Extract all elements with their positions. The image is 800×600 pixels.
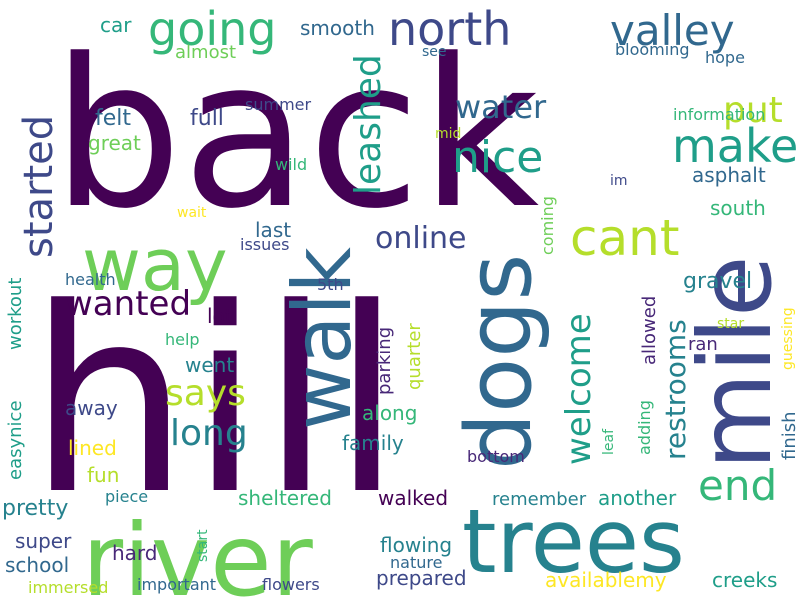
cloud-word-south: south bbox=[710, 196, 766, 220]
cloud-word-important: important bbox=[137, 575, 216, 594]
cloud-word-gravel: gravel bbox=[683, 269, 752, 294]
cloud-word-mid: mid bbox=[435, 126, 461, 142]
cloud-word-valley: valley bbox=[610, 6, 735, 55]
cloud-word-mile: mile bbox=[677, 255, 794, 470]
cloud-word-walk: walk bbox=[276, 246, 369, 430]
cloud-word-start: start bbox=[195, 529, 211, 562]
cloud-word-family: family bbox=[342, 431, 404, 455]
cloud-word-away: away bbox=[65, 396, 118, 420]
cloud-word-blooming: blooming bbox=[615, 40, 690, 59]
cloud-word-help: help bbox=[165, 330, 200, 349]
cloud-word-trees: trees bbox=[462, 490, 685, 593]
cloud-word-cant: cant bbox=[570, 209, 679, 267]
cloud-word-back: back bbox=[52, 16, 539, 254]
cloud-word-leashed: leashed bbox=[348, 54, 389, 195]
cloud-word-coming: coming bbox=[538, 196, 557, 255]
cloud-word-quarter: quarter bbox=[404, 323, 425, 390]
cloud-word-workout: workout bbox=[5, 278, 26, 350]
cloud-word-5th: 5th bbox=[317, 275, 344, 294]
cloud-word-parking: parking bbox=[374, 327, 395, 395]
cloud-word-along: along bbox=[362, 401, 417, 425]
cloud-word-welcome: welcome bbox=[559, 313, 599, 465]
cloud-word-dogs: dogs bbox=[447, 254, 552, 470]
cloud-word-see: see bbox=[422, 44, 447, 60]
cloud-word-online: online bbox=[375, 221, 467, 256]
cloud-word-walked: walked bbox=[378, 486, 448, 510]
cloud-word-creeks: creeks bbox=[712, 568, 777, 592]
cloud-word-immersed: immersed bbox=[28, 578, 108, 597]
cloud-word-started: started bbox=[16, 115, 62, 258]
cloud-word-north: north bbox=[388, 2, 511, 56]
cloud-word-issues: issues bbox=[240, 235, 289, 254]
cloud-word-easynice: easynice bbox=[5, 400, 26, 480]
cloud-word-leaf: leaf bbox=[601, 428, 617, 455]
cloud-word-piece: piece bbox=[105, 487, 148, 506]
cloud-word-allowed: allowed bbox=[639, 296, 660, 365]
cloud-word-flowers: flowers bbox=[262, 575, 320, 594]
cloud-word-long: long bbox=[170, 413, 248, 454]
cloud-word-almost: almost bbox=[175, 42, 236, 63]
cloud-word-wait: wait bbox=[177, 205, 207, 221]
cloud-word-lined: lined bbox=[68, 436, 117, 460]
cloud-word-availablemy: availablemy bbox=[545, 568, 667, 592]
cloud-word-finish: finish bbox=[779, 411, 800, 460]
cloud-word-felt: felt bbox=[95, 106, 131, 131]
cloud-word-nature: nature bbox=[390, 553, 442, 572]
cloud-word-guessing: guessing bbox=[780, 307, 796, 370]
cloud-word-going: going bbox=[148, 2, 276, 56]
cloud-word-bottom: bottom bbox=[467, 447, 525, 466]
cloud-word-full: full bbox=[190, 106, 224, 131]
cloud-word-way: way bbox=[82, 223, 228, 307]
cloud-word-smooth: smooth bbox=[300, 16, 375, 40]
cloud-word-sheltered: sheltered bbox=[238, 486, 332, 510]
cloud-word-fun: fun bbox=[87, 463, 119, 487]
cloud-word-great: great bbox=[88, 131, 141, 155]
cloud-word-hill: hill bbox=[28, 254, 402, 551]
cloud-word-asphalt: asphalt bbox=[692, 163, 766, 187]
cloud-word-car: car bbox=[100, 13, 132, 37]
cloud-word-wanted: wanted bbox=[65, 284, 191, 324]
cloud-word-lot: lot bbox=[207, 304, 233, 328]
cloud-word-restrooms: restrooms bbox=[659, 319, 692, 460]
cloud-word-remember: remember bbox=[492, 489, 587, 510]
cloud-word-pretty: pretty bbox=[2, 496, 68, 521]
cloud-word-another: another bbox=[598, 486, 677, 510]
cloud-word-nice: nice bbox=[452, 132, 543, 183]
cloud-word-adding: adding bbox=[635, 400, 654, 455]
cloud-word-last: last bbox=[255, 218, 291, 242]
cloud-word-super: super bbox=[15, 529, 72, 553]
cloud-word-star: star bbox=[717, 316, 744, 332]
cloud-word-health: health bbox=[65, 270, 116, 289]
cloud-word-school: school bbox=[5, 553, 69, 577]
cloud-word-wild: wild bbox=[275, 155, 307, 174]
cloud-word-im: im bbox=[610, 173, 628, 189]
cloud-word-put: put bbox=[723, 90, 783, 131]
cloud-word-flowing: flowing bbox=[380, 533, 452, 557]
cloud-word-ran: ran bbox=[688, 334, 718, 355]
cloud-word-information: information bbox=[673, 105, 765, 124]
cloud-word-hard: hard bbox=[112, 541, 158, 565]
cloud-word-went: went bbox=[185, 353, 234, 377]
cloud-word-end: end bbox=[698, 461, 777, 510]
cloud-word-make: make bbox=[672, 119, 798, 173]
cloud-word-says: says bbox=[165, 373, 246, 414]
cloud-word-river: river bbox=[82, 502, 314, 600]
cloud-word-summer: summer bbox=[245, 95, 311, 114]
cloud-word-water: water bbox=[455, 88, 547, 126]
cloud-word-prepared: prepared bbox=[376, 566, 467, 590]
cloud-word-hope: hope bbox=[705, 48, 745, 67]
